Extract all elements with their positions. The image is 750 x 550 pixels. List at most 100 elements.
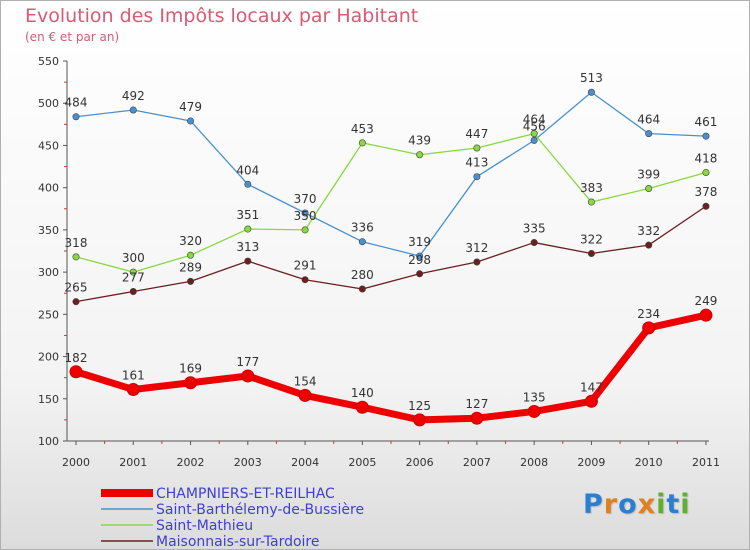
proxiti-logo: Proxiti xyxy=(583,489,691,520)
data-label: 370 xyxy=(294,192,317,206)
chart-subtitle: (en € et par an) xyxy=(25,30,120,44)
y-tick-label: 300 xyxy=(38,266,59,279)
data-label: 320 xyxy=(179,234,202,248)
data-label: 177 xyxy=(236,355,259,369)
data-point xyxy=(699,308,713,322)
data-point xyxy=(645,185,653,193)
data-point xyxy=(69,365,83,379)
data-point xyxy=(527,404,541,418)
x-tick-label: 2000 xyxy=(62,456,90,469)
data-label: 479 xyxy=(179,100,202,114)
data-point xyxy=(72,113,80,121)
data-point xyxy=(416,270,424,278)
data-label: 140 xyxy=(351,386,374,400)
data-label: 319 xyxy=(408,235,431,249)
data-label: 413 xyxy=(465,156,488,170)
data-point xyxy=(702,202,710,210)
data-label: 332 xyxy=(637,224,660,238)
data-point xyxy=(241,369,255,383)
data-point xyxy=(645,241,653,249)
y-tick-label: 250 xyxy=(38,308,59,321)
y-tick-label: 200 xyxy=(38,351,59,364)
logo-letter: P xyxy=(583,489,604,520)
data-point xyxy=(244,225,252,233)
data-point xyxy=(413,413,427,427)
data-point xyxy=(473,144,481,152)
logo-letter: i xyxy=(656,489,667,520)
x-tick-label: 2009 xyxy=(577,456,605,469)
data-point xyxy=(301,209,309,217)
data-label: 447 xyxy=(465,127,488,141)
data-point xyxy=(702,168,710,176)
data-label: 147 xyxy=(580,380,603,394)
series-line xyxy=(75,91,706,257)
y-tick-label: 450 xyxy=(38,139,59,152)
data-point xyxy=(587,250,595,258)
data-point xyxy=(301,276,309,284)
data-point xyxy=(473,173,481,181)
data-point xyxy=(473,258,481,266)
data-label: 492 xyxy=(122,89,145,103)
data-point xyxy=(416,151,424,159)
legend-label: Saint-Barthélemy-de-Bussière xyxy=(156,502,364,518)
data-label: 154 xyxy=(294,374,317,388)
data-point xyxy=(129,268,137,276)
data-point xyxy=(187,251,195,259)
data-point xyxy=(187,277,195,285)
logo-letter: r xyxy=(603,489,619,520)
data-point xyxy=(530,136,538,144)
series-line xyxy=(75,205,707,303)
data-point xyxy=(358,238,366,246)
data-label: 418 xyxy=(695,151,718,165)
data-point xyxy=(702,132,710,140)
data-point xyxy=(126,382,140,396)
data-point xyxy=(642,321,656,335)
data-label: 439 xyxy=(408,134,431,148)
x-tick-label: 2002 xyxy=(177,456,205,469)
data-label: 404 xyxy=(236,163,259,177)
data-label: 383 xyxy=(580,181,603,195)
data-label: 127 xyxy=(465,397,488,411)
data-label: 336 xyxy=(351,221,374,235)
logo-letter: x xyxy=(637,489,657,520)
y-tick-label: 100 xyxy=(38,435,59,448)
x-tick-label: 2005 xyxy=(348,456,376,469)
data-label: 161 xyxy=(122,368,145,382)
x-tick-label: 2004 xyxy=(291,456,319,469)
data-label: 289 xyxy=(179,260,202,274)
data-point xyxy=(129,288,137,296)
logo-letter: t xyxy=(666,489,681,520)
series-line xyxy=(75,132,707,273)
data-point xyxy=(530,130,538,138)
data-point xyxy=(584,394,598,408)
data-label: 298 xyxy=(408,253,431,267)
data-point xyxy=(355,400,369,414)
y-tick-label: 350 xyxy=(38,224,59,237)
data-label: 513 xyxy=(580,71,603,85)
x-tick-label: 2003 xyxy=(234,456,262,469)
data-point xyxy=(187,117,195,125)
data-label: 350 xyxy=(294,209,317,223)
logo-letter: o xyxy=(618,489,638,520)
data-label: 125 xyxy=(408,399,431,413)
chart-title: Evolution des Impôts locaux par Habitant xyxy=(25,5,419,27)
data-label: 318 xyxy=(65,236,88,250)
data-point xyxy=(72,253,80,261)
legend-label: CHAMPNIERS-ET-REILHAC xyxy=(156,486,335,502)
data-label: 456 xyxy=(523,119,546,133)
data-point xyxy=(298,388,312,402)
data-point xyxy=(358,139,366,147)
data-label: 464 xyxy=(637,113,660,127)
data-label: 335 xyxy=(523,222,546,236)
y-tick-label: 550 xyxy=(38,55,59,68)
data-point xyxy=(645,130,653,138)
y-tick-label: 150 xyxy=(38,393,59,406)
data-label: 351 xyxy=(236,208,259,222)
data-label: 277 xyxy=(122,271,145,285)
y-tick-label: 500 xyxy=(38,97,59,110)
data-point xyxy=(587,88,595,96)
data-point xyxy=(587,198,595,206)
legend-label: Maisonnais-sur-Tardoire xyxy=(156,534,320,549)
data-point xyxy=(530,239,538,247)
